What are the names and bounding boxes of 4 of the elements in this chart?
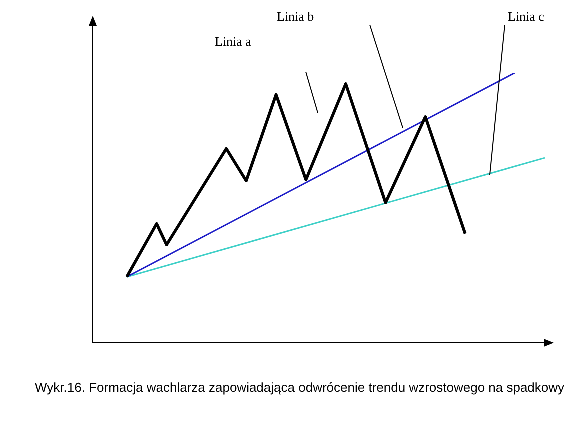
text: Linia c <box>508 9 545 24</box>
text: Linia a <box>215 34 252 49</box>
text: Linia b <box>277 9 314 24</box>
text: Wykr.16. Formacja wachlarza zapowiadająca odwrócenie trendu wzrostowego na spadkowy <box>35 380 565 396</box>
